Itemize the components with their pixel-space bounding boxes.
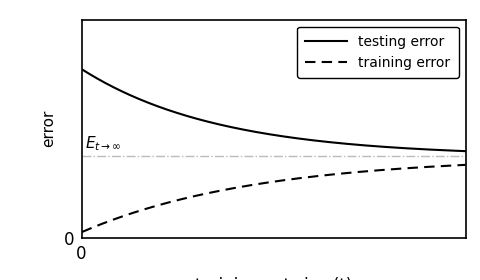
testing error — [287, 136, 292, 139]
Line: training error: training error — [82, 165, 466, 232]
X-axis label: training set size (t): training set size (t) — [195, 277, 352, 280]
training error — [394, 167, 399, 171]
testing error — [261, 132, 267, 135]
training error — [307, 175, 313, 179]
testing error — [463, 150, 468, 153]
training error — [287, 178, 292, 181]
training error — [261, 181, 267, 185]
Text: $E_{t\rightarrow\infty}$: $E_{t\rightarrow\infty}$ — [84, 134, 121, 153]
testing error — [394, 146, 399, 149]
testing error — [454, 149, 459, 153]
training error — [463, 163, 468, 167]
training error — [264, 181, 269, 185]
testing error — [264, 132, 269, 136]
Legend: testing error, training error: testing error, training error — [297, 27, 459, 78]
training error — [79, 230, 85, 234]
Line: testing error: testing error — [82, 69, 466, 151]
Y-axis label: error: error — [41, 110, 56, 148]
testing error — [79, 68, 85, 71]
training error — [454, 164, 459, 167]
testing error — [307, 138, 313, 142]
